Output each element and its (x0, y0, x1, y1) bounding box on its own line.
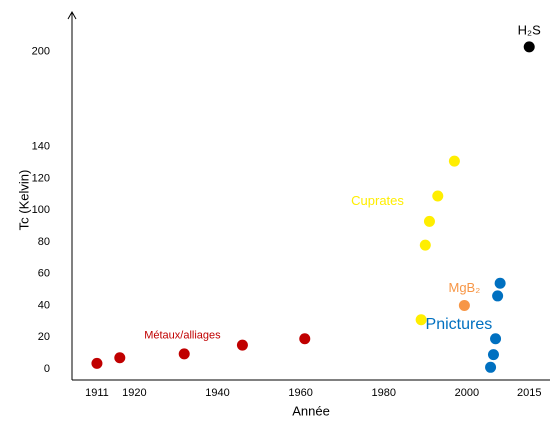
x-tick-label: 2015 (517, 387, 541, 399)
y-tick-label: 140 (32, 141, 50, 153)
y-tick-label: 20 (38, 331, 50, 343)
x-tick-label: 1960 (288, 387, 312, 399)
x-tick-label: 1980 (371, 387, 395, 399)
point (423, 215, 435, 227)
y-tick-label: 0 (44, 363, 50, 375)
point (178, 348, 190, 360)
y-tick-label: 120 (32, 172, 50, 184)
series-label: MgB₂ (448, 280, 480, 295)
x-tick-label: 1911 (85, 387, 109, 399)
y-tick-label: 60 (38, 268, 50, 280)
point (114, 352, 126, 364)
y-tick-label: 100 (32, 204, 50, 216)
point (494, 277, 506, 289)
point (91, 357, 103, 369)
x-tick-label: 1940 (205, 387, 229, 399)
y-tick-label: 200 (32, 46, 50, 58)
point (448, 155, 460, 167)
y-tick-label: 80 (38, 236, 50, 248)
x-tick-label: 2000 (455, 387, 479, 399)
series-label: H₂S (518, 22, 541, 37)
series-label: Cuprates (351, 193, 404, 208)
point (523, 41, 535, 53)
point (419, 239, 431, 251)
y-axis-arrow (67, 10, 77, 20)
point (485, 361, 497, 373)
point (458, 299, 470, 311)
point (236, 339, 248, 351)
x-tick-label: 1920 (122, 387, 146, 399)
point (432, 190, 444, 202)
series-label: Métaux/alliages (144, 330, 221, 342)
point (492, 290, 504, 302)
x-axis-label: Année (292, 403, 330, 418)
y-tick-label: 40 (38, 299, 50, 311)
point (415, 314, 427, 326)
point (487, 349, 499, 361)
point (299, 333, 311, 345)
y-axis-label: Tc (Kelvin) (16, 170, 31, 231)
series-label: Pnictures (426, 316, 493, 333)
point (490, 333, 502, 345)
